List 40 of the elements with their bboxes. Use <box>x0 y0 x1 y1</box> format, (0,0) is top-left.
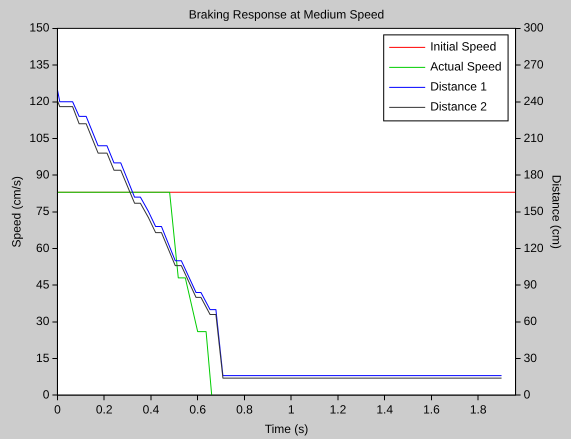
x-tick-label: 0.6 <box>189 402 206 417</box>
legend-label: Actual Speed <box>430 60 502 74</box>
x-tick-label: 0 <box>54 402 62 417</box>
y2-axis-title: Distance (cm) <box>549 174 564 249</box>
y-tick-label: 150 <box>29 20 50 35</box>
y-tick-label: 90 <box>36 167 50 182</box>
x-tick-label: 0.4 <box>142 402 160 417</box>
y-tick-label: 120 <box>29 94 50 108</box>
y-tick-label: 135 <box>29 57 50 72</box>
y2-tick-label: 120 <box>524 240 544 255</box>
y2-tick-label: 210 <box>524 130 544 145</box>
x-axis-title: Time (s) <box>264 422 308 436</box>
x-tick-label: 1.8 <box>470 402 487 417</box>
y-tick-label: 75 <box>36 204 50 218</box>
y-tick-label: 0 <box>42 388 50 402</box>
x-tick-label: 1 <box>288 402 295 417</box>
y2-tick-label: 270 <box>524 57 544 72</box>
x-tick-label: 1.4 <box>376 402 394 417</box>
y2-tick-label: 90 <box>524 277 538 292</box>
y2-tick-label: 150 <box>524 204 544 218</box>
y-tick-label: 45 <box>36 277 50 292</box>
y2-tick-label: 60 <box>524 314 538 328</box>
y2-tick-label: 240 <box>524 94 544 108</box>
y2-tick-label: 300 <box>524 20 544 35</box>
y-tick-label: 30 <box>36 314 50 328</box>
y2-tick-label: 30 <box>524 350 538 365</box>
y-tick-label: 15 <box>36 350 50 365</box>
chart-title: Braking Response at Medium Speed <box>188 8 384 22</box>
x-tick-label: 0.2 <box>96 402 113 417</box>
y2-tick-label: 180 <box>524 167 544 182</box>
y-tick-label: 105 <box>29 130 50 145</box>
x-tick-label: 0.8 <box>236 402 254 417</box>
x-tick-label: 1.6 <box>423 402 440 417</box>
x-tick-label: 1.2 <box>330 402 347 417</box>
legend-label: Distance 1 <box>430 80 488 94</box>
y2-tick-label: 0 <box>524 388 531 402</box>
y-axis-title: Speed (cm/s) <box>10 176 24 248</box>
legend-label: Distance 2 <box>430 100 488 114</box>
y-tick-label: 60 <box>36 240 50 255</box>
legend-label: Initial Speed <box>430 40 496 54</box>
